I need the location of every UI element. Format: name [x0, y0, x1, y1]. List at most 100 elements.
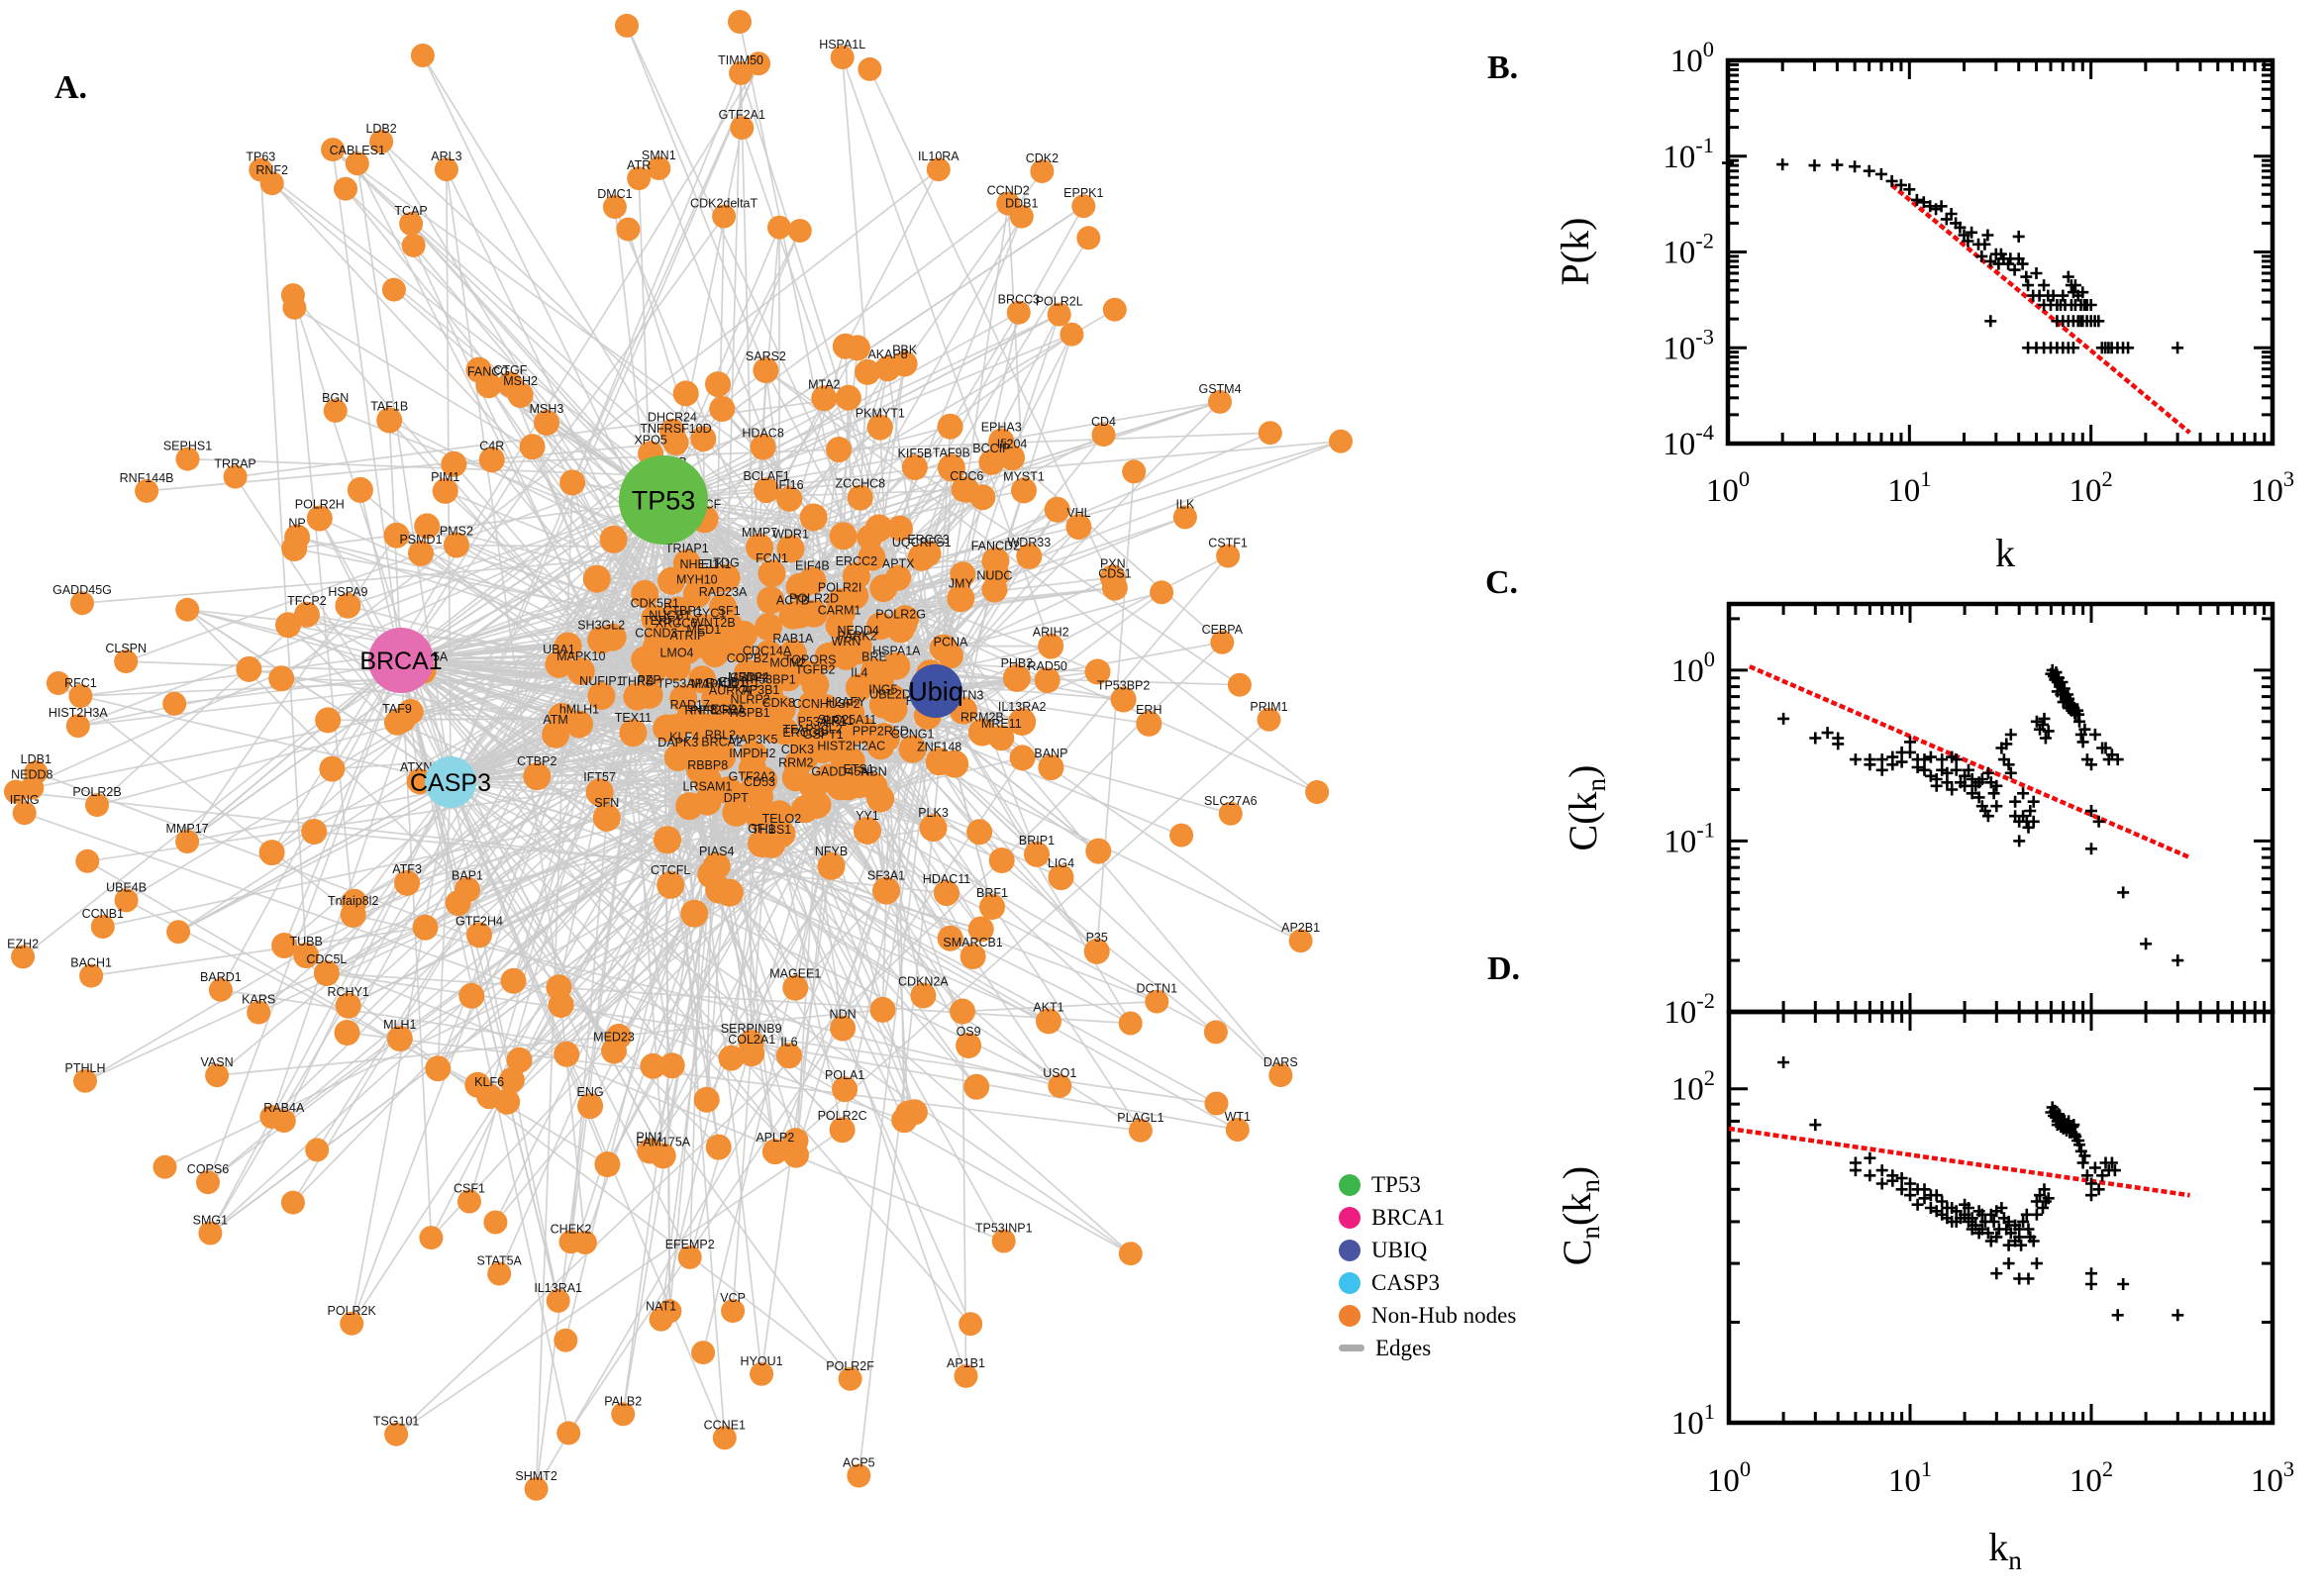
- node-label: PLAGL1: [1117, 1111, 1163, 1125]
- network-node: [954, 1363, 978, 1388]
- node-label: PIM1: [431, 470, 459, 484]
- node-label: SFN: [594, 796, 619, 810]
- node-label: NDN: [830, 1008, 857, 1022]
- node-label: POLR2I: [818, 580, 861, 594]
- node-label: PKMYT1: [856, 407, 905, 421]
- network-node: [601, 1038, 627, 1064]
- network-node: [967, 916, 994, 943]
- network-node: [506, 1047, 533, 1073]
- network-node: [478, 447, 505, 473]
- network-node: [397, 698, 424, 725]
- y-tick-label: 100: [1671, 647, 1715, 689]
- node-label: COPS6: [187, 1162, 229, 1176]
- panel-label-d: D.: [1487, 950, 1521, 987]
- node-label: AP3B1: [741, 683, 779, 697]
- node-label: CDK2deltaT: [690, 197, 758, 211]
- node-label: TNFRSF10D: [640, 422, 711, 436]
- node-label: TRRAP: [214, 457, 255, 471]
- network-node: [466, 922, 492, 948]
- node-label: POLR2D: [789, 592, 839, 606]
- node-label: Tnfaip8l2: [328, 894, 378, 908]
- network-node: [1210, 630, 1235, 654]
- network-node: [838, 1366, 862, 1391]
- node-label: CDK2: [1026, 151, 1059, 165]
- hub-casp3: CASP3: [410, 756, 491, 808]
- network-node: [432, 477, 458, 504]
- node-label: TP53INP1: [975, 1222, 1033, 1236]
- y-tick-label: 101: [1671, 1399, 1715, 1442]
- node-label: IL13RA2: [998, 700, 1047, 714]
- network-node: [631, 579, 659, 608]
- node-label: MED23: [593, 1031, 635, 1045]
- network-node: [268, 665, 295, 692]
- node-label: CTGF: [493, 363, 527, 377]
- network-node: [487, 1261, 512, 1286]
- network-node: [693, 766, 722, 795]
- node-label: NHEJ1: [680, 557, 720, 571]
- fit-line: [1748, 664, 2191, 860]
- network-node: [175, 830, 200, 853]
- network-node: [1065, 514, 1092, 541]
- axis-ticks: [1726, 58, 2274, 446]
- node-label: LDB2: [365, 122, 396, 136]
- network-node: [1048, 864, 1074, 891]
- node-label: TAF1B: [370, 400, 408, 414]
- network-node: [386, 1026, 413, 1051]
- node-label: PPA1: [823, 714, 854, 728]
- node-label: WNT2B: [692, 616, 736, 630]
- legend-label: UBIQ: [1371, 1237, 1428, 1262]
- node-label: HSPA1A: [872, 645, 921, 658]
- network-node: [728, 10, 752, 34]
- x-axis-label: kn​: [1988, 1525, 2022, 1575]
- node-label: CEBPA: [1202, 623, 1244, 637]
- axis-ticks: [1727, 1012, 2274, 1425]
- network-node: [293, 601, 320, 628]
- node-label: TEX11: [615, 711, 652, 725]
- node-label: FCN1: [756, 551, 788, 565]
- node-label: RCHY1: [328, 985, 369, 999]
- node-label: ILK: [1176, 497, 1195, 511]
- y-tick-label: 10-1: [1663, 133, 1714, 175]
- fit-line: [1890, 183, 2191, 435]
- network-node: [11, 945, 36, 969]
- y-axis-label: P(k): [1553, 218, 1597, 286]
- node-label: KIF5B: [898, 447, 933, 460]
- network-node: [847, 484, 873, 511]
- node-label: CCND3: [635, 626, 677, 640]
- network-node: [682, 580, 711, 609]
- network-node: [1091, 423, 1116, 448]
- network-node: [90, 915, 115, 939]
- network-node: [860, 657, 888, 686]
- network-node: [988, 725, 1015, 751]
- network-node: [1268, 1063, 1293, 1088]
- network-node: [739, 741, 767, 768]
- node-label: TUBB: [290, 935, 323, 948]
- node-label: PHB2: [1001, 656, 1034, 670]
- network-node: [950, 998, 975, 1025]
- node-label: GSTM4: [1198, 382, 1241, 396]
- network-node: [950, 561, 976, 588]
- node-label: BRIP1: [1019, 834, 1055, 848]
- node-label: LRSAM1: [682, 780, 732, 794]
- node-label: STAT5A: [477, 1254, 523, 1268]
- node-label: GTF2H4: [455, 914, 503, 928]
- node-label: LIG4: [1048, 856, 1074, 870]
- node-label: TELO2: [762, 812, 802, 826]
- node-label: TCAP: [394, 204, 427, 218]
- network-node: [647, 156, 671, 180]
- network-node: [599, 525, 628, 553]
- node-label: HDAC8: [742, 427, 783, 441]
- network-node: [1216, 544, 1241, 568]
- network-graph: USF2 CDC6 COPS6 BCCIP CDK3 CCND2 WDR33 POLR2H GA…: [4, 10, 1353, 1501]
- node-label: PSMD1: [399, 533, 442, 547]
- node-label: ATM: [543, 713, 567, 727]
- node-label: ARIH2: [1033, 626, 1069, 640]
- node-label: UQCRFS1: [892, 536, 952, 549]
- node-label: SEPHS1: [163, 440, 212, 453]
- node-label: TGFB2: [795, 663, 835, 677]
- node-label: MMP17: [166, 822, 209, 836]
- network-node: [891, 605, 920, 634]
- network-node: [845, 770, 873, 799]
- node-label: PARK2: [838, 629, 877, 643]
- x-tick-label: 103: [2251, 1456, 2294, 1499]
